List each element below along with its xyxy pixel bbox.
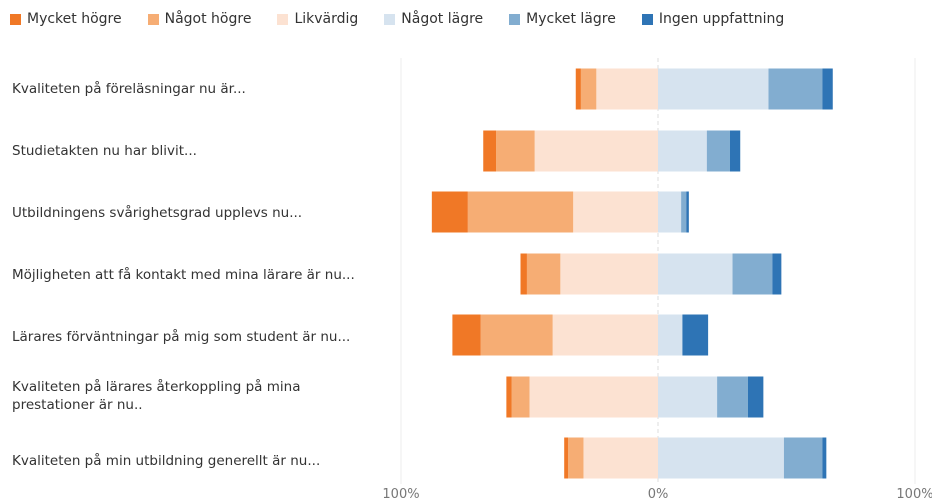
bar-segment — [568, 437, 584, 479]
bar-segment — [658, 253, 733, 295]
bar-segment — [822, 437, 827, 479]
bar-segment — [783, 437, 823, 479]
legend-item-mycket-lagre[interactable]: Mycket lägre — [509, 11, 616, 27]
legend-swatch — [509, 13, 521, 25]
category-label: Möjligheten att få kontakt med mina lära… — [12, 267, 355, 283]
bar-segment — [583, 437, 658, 479]
legend-item-nagot-hogre[interactable]: Något högre — [147, 11, 252, 27]
bar-segment — [506, 376, 512, 418]
bar-segment — [732, 253, 773, 295]
bar-segment — [496, 130, 535, 172]
bar-segment — [452, 314, 481, 356]
x-tick-label: 100% — [896, 487, 932, 501]
bar-segment — [560, 253, 658, 295]
legend-item-nagot-lagre[interactable]: Något lägre — [384, 11, 483, 27]
bar-segment — [467, 191, 574, 233]
category-label: Lärares förväntningar på mig som student… — [12, 329, 351, 345]
bar-segment — [573, 191, 658, 233]
category-label: Kvaliteten på föreläsningar nu är... — [12, 81, 246, 97]
legend-label: Något högre — [164, 11, 252, 27]
legend-swatch — [384, 13, 396, 25]
bar-segment — [658, 376, 718, 418]
bar-segment — [658, 437, 784, 479]
bar-segment — [747, 376, 764, 418]
bar-segment — [483, 130, 497, 172]
bar-segment — [717, 376, 748, 418]
bar-segment — [822, 68, 833, 110]
legend-swatch — [147, 13, 159, 25]
bar-segment — [772, 253, 782, 295]
bar-segment — [706, 130, 730, 172]
bar-segment — [529, 376, 658, 418]
bar-segment — [575, 68, 581, 110]
category-label: Utbildningens svårighetsgrad upplevs nu.… — [12, 205, 303, 221]
legend-item-likvardig[interactable]: Likvärdig — [277, 11, 358, 27]
bar-segment — [658, 314, 683, 356]
x-tick-label: 0% — [648, 487, 669, 501]
legend-swatch — [10, 13, 21, 25]
bar-segment — [552, 314, 658, 356]
category-label: Studietakten nu har blivit... — [12, 143, 197, 159]
legend-label: Likvärdig — [294, 11, 359, 27]
bar-segment — [534, 130, 658, 172]
bar-segment — [729, 130, 741, 172]
category-label: Kvaliteten på min utbildning generellt ä… — [12, 453, 321, 469]
legend-swatch — [277, 13, 289, 25]
bar-segment — [686, 191, 689, 233]
legend-swatch — [641, 13, 653, 25]
bar-segment — [682, 314, 709, 356]
bar-segment — [658, 191, 682, 233]
bar-segment — [658, 68, 769, 110]
legend-item-ingen-uppfattning[interactable]: Ingen uppfattning — [641, 11, 785, 27]
legend: Mycket högre Något högre Likvärdig Något… — [10, 11, 810, 27]
bar-segment — [580, 68, 597, 110]
legend-label: Mycket lägre — [526, 11, 616, 27]
bar-segment — [564, 437, 569, 479]
bar-segment — [658, 130, 707, 172]
bar-segment — [596, 68, 658, 110]
legend-item-mycket-hogre[interactable]: Mycket högre — [10, 11, 122, 27]
bar-segment — [526, 253, 561, 295]
category-label: Kvaliteten på lärares återkoppling på mi… — [12, 379, 301, 413]
legend-label: Något lägre — [401, 11, 484, 27]
x-tick-label: 100% — [382, 487, 419, 501]
legend-label: Mycket högre — [27, 11, 122, 27]
legend-label: Ingen uppfattning — [658, 11, 785, 27]
bar-segment — [511, 376, 530, 418]
bar-segment — [768, 68, 823, 110]
bar-segment — [480, 314, 553, 356]
bar-segment — [520, 253, 527, 295]
bar-segment — [431, 191, 468, 233]
bar-segment — [681, 191, 687, 233]
